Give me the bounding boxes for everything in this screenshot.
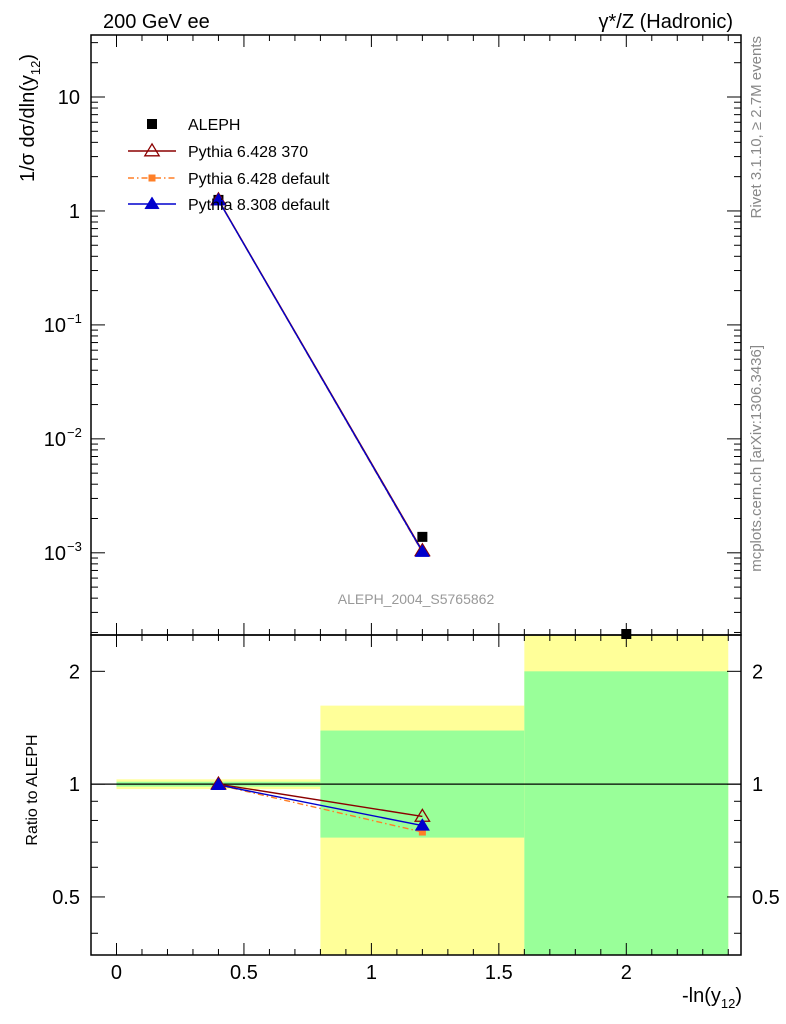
main-series-line xyxy=(217,199,423,553)
mcplots-label: mcplots.cern.ch [arXiv:1306.3436] xyxy=(748,345,765,572)
ratio-series-marker xyxy=(414,818,431,831)
ratio-bands xyxy=(116,635,729,955)
analysis-id: ALEPH_2004_S5765862 xyxy=(338,591,495,607)
legend-label: Pythia 6.428 370 xyxy=(188,144,308,161)
y-tick-label: 10 xyxy=(44,543,66,565)
y-tick-label: 10 xyxy=(58,87,80,109)
y-tick-exponent: −1 xyxy=(67,311,82,326)
y-tick-label: 1 xyxy=(69,201,80,223)
legend-label: Pythia 6.428 default xyxy=(188,171,330,188)
legend-label: ALEPH xyxy=(188,117,240,134)
main-y-axis-label: 1/σ dσ/dln(y12) xyxy=(17,54,43,182)
main-series-marker xyxy=(414,544,431,557)
ratio-series-line xyxy=(218,784,423,833)
header-right: γ*/Z (Hadronic) xyxy=(599,11,733,33)
x-tick-label: 2 xyxy=(621,962,632,984)
ratio-y-tick-label-right: 1 xyxy=(752,774,763,796)
ratio-y-tick-label: 2 xyxy=(69,661,80,683)
ratio-frame xyxy=(90,634,742,956)
legend-marker xyxy=(147,119,157,129)
legend-label: Pythia 8.308 default xyxy=(188,197,330,214)
ratio-series-line xyxy=(218,783,423,818)
rivet-label: Rivet 3.1.10, ≥ 2.7M events xyxy=(748,36,765,219)
x-axis-label: -ln(y12) xyxy=(682,985,742,1011)
aleph-data-point xyxy=(417,531,428,542)
x-tick-label: 0.5 xyxy=(230,962,258,984)
main-series-marker xyxy=(210,192,227,206)
ratio-band-green xyxy=(524,671,729,955)
y-tick-label: 10 xyxy=(44,429,66,451)
ratio-series-line xyxy=(218,784,423,827)
y-tick-exponent: −2 xyxy=(67,425,82,440)
x-tick-label: 1.5 xyxy=(485,962,513,984)
x-tick-label: 1 xyxy=(366,962,377,984)
ratio-series-marker xyxy=(418,828,426,836)
ratio-y-tick-label: 0.5 xyxy=(52,887,80,909)
header-left: 200 GeV ee xyxy=(103,11,210,33)
legend-marker xyxy=(143,142,161,157)
ratio-y-tick-label-right: 2 xyxy=(752,661,763,683)
legend-marker xyxy=(148,174,156,182)
ratio-y-tick-label-right: 0.5 xyxy=(752,887,780,909)
y-tick-label: 10 xyxy=(44,315,66,337)
ratio-series-marker xyxy=(210,777,227,790)
ratio-y-axis-label: Ratio to ALEPH xyxy=(24,734,41,845)
x-tick-label: 0 xyxy=(111,962,122,984)
legend: ALEPH Pythia 6.428 370 Pythia 6.428 defaul… xyxy=(128,117,330,214)
ratio-y-tick-label: 1 xyxy=(69,774,80,796)
main-plot-marks xyxy=(210,191,431,557)
y-tick-exponent: −3 xyxy=(67,539,82,554)
legend-marker xyxy=(144,196,160,210)
